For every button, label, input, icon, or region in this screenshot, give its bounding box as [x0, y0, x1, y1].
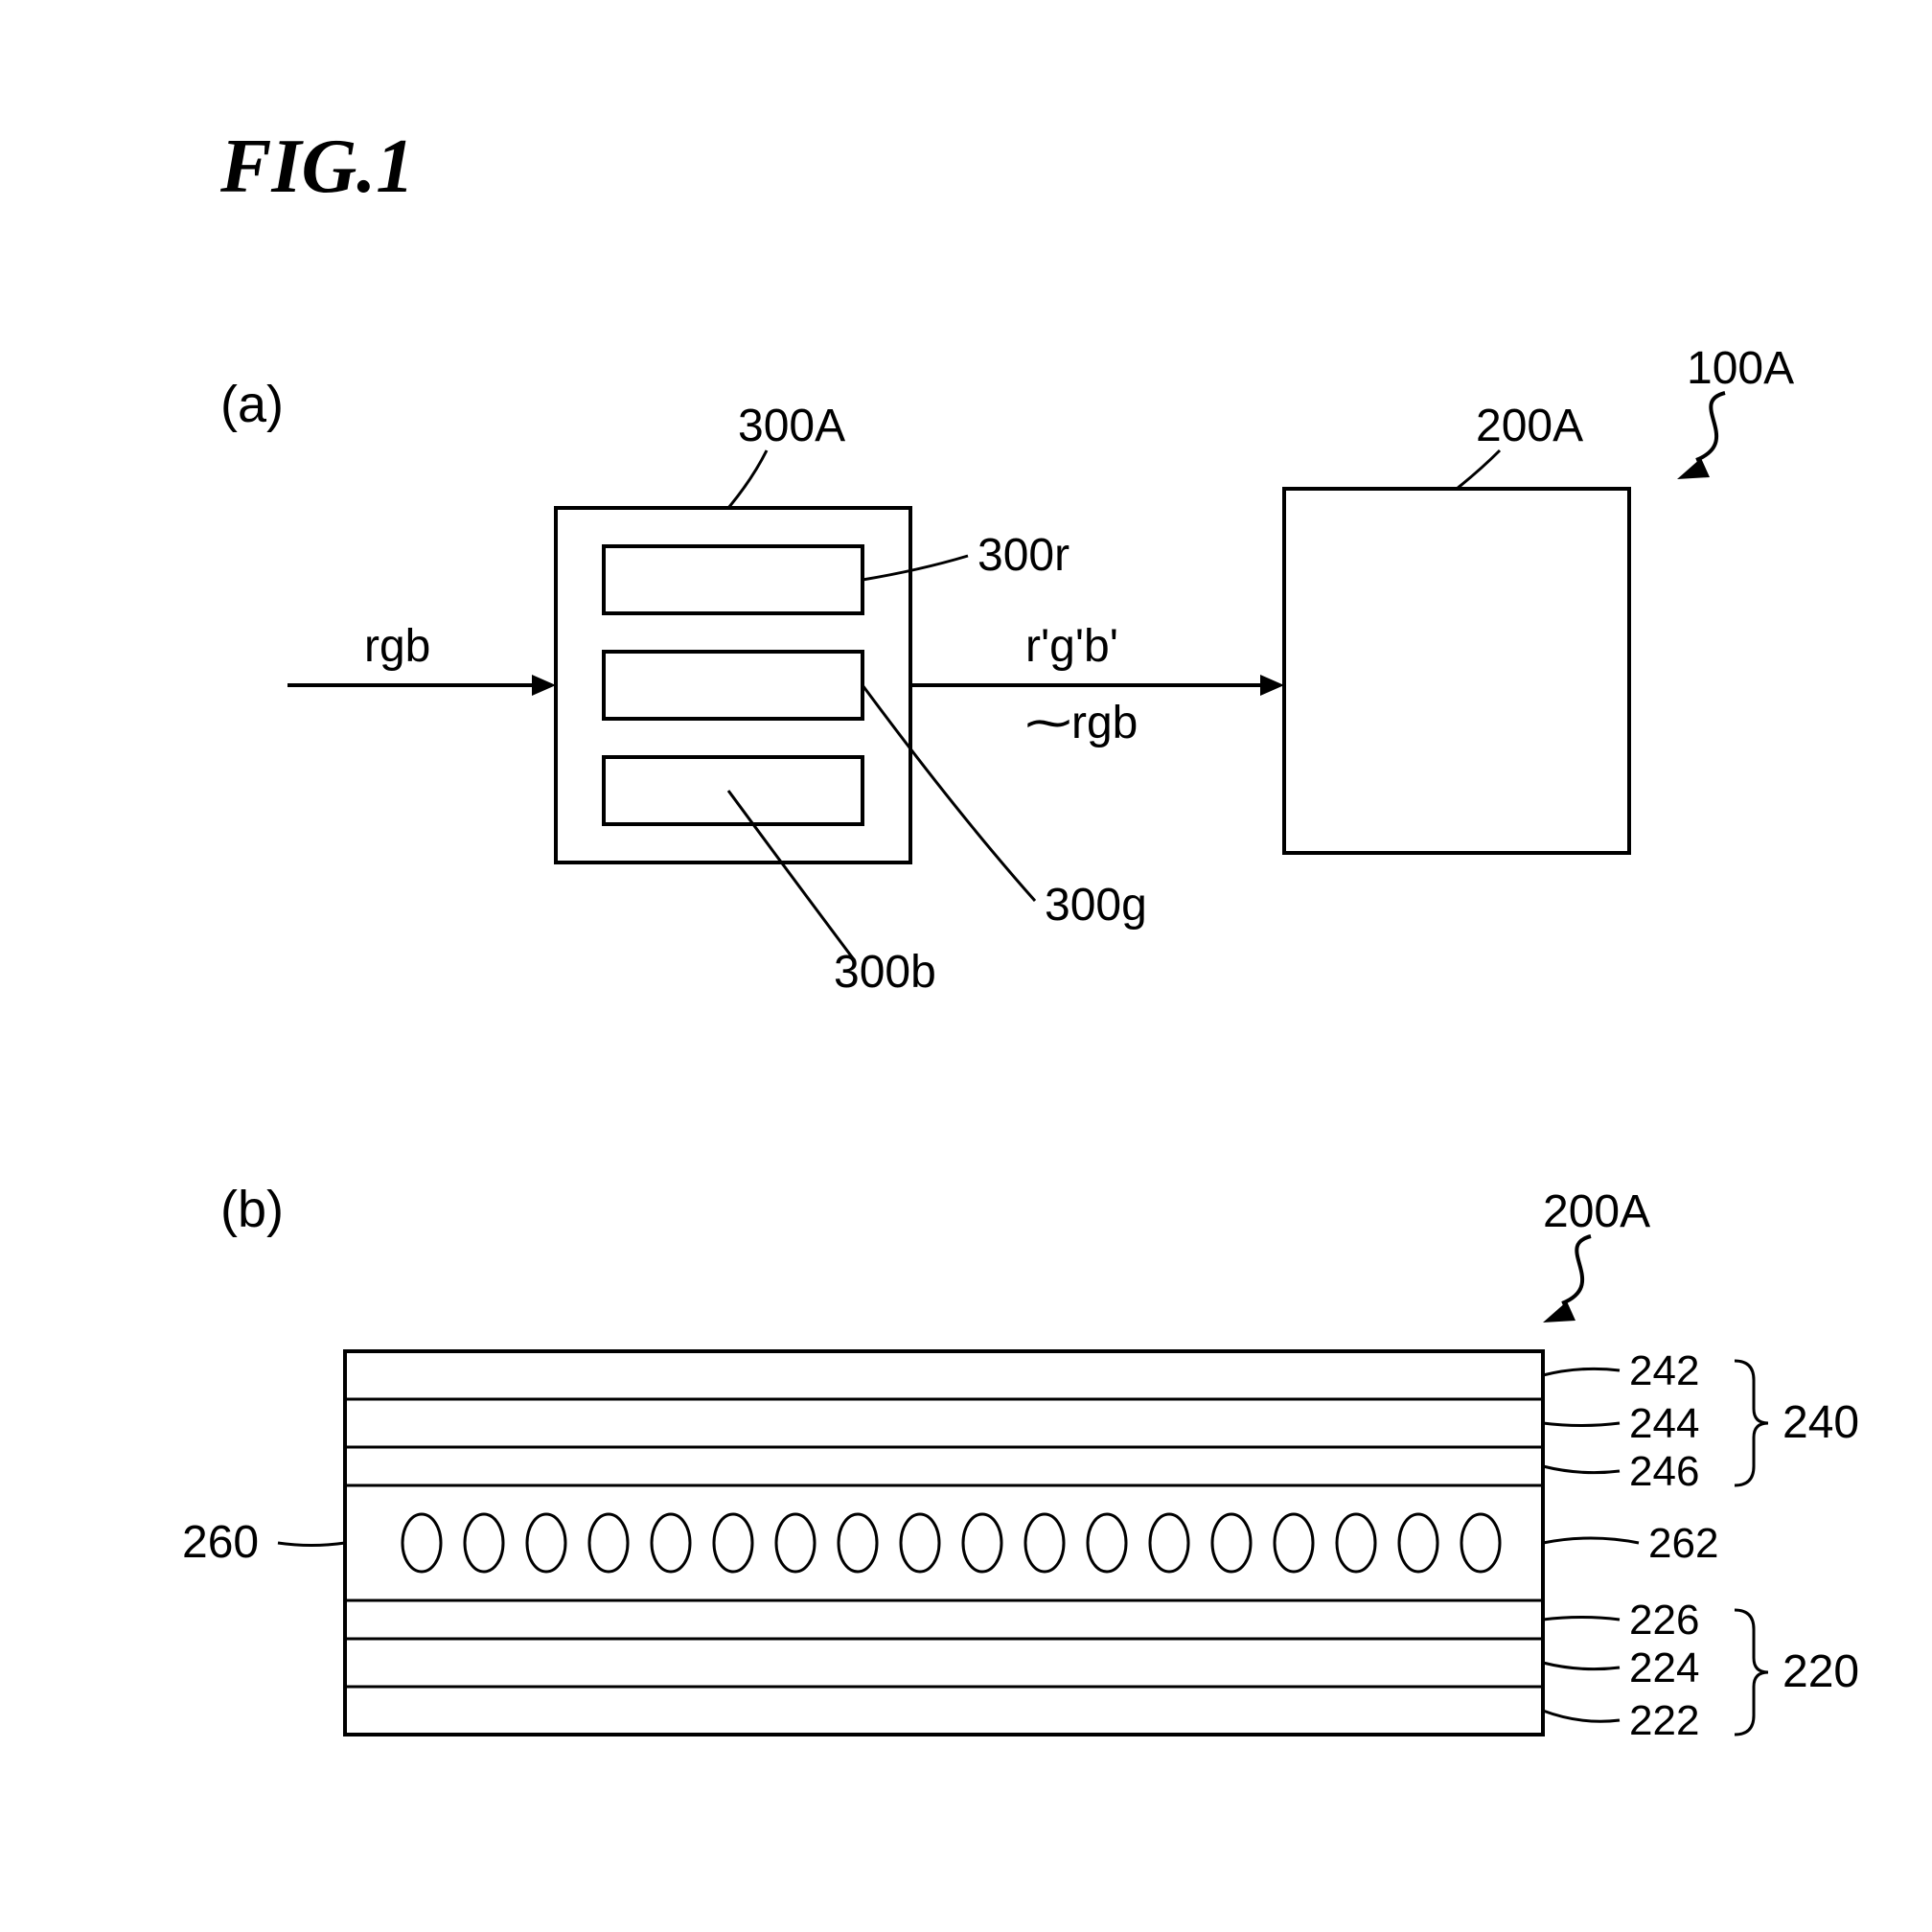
- leader-300b: [728, 791, 853, 958]
- lc-ellipse: [1088, 1514, 1126, 1572]
- lc-ellipse: [589, 1514, 628, 1572]
- lc-ellipse: [1337, 1514, 1375, 1572]
- leader-300g: [862, 685, 1035, 901]
- leader-300r: [862, 556, 968, 580]
- lc-ellipse: [901, 1514, 939, 1572]
- right-leaders: [1543, 1368, 1639, 1721]
- lc-ellipse: [1399, 1514, 1438, 1572]
- label-tilde-rgb: ⁓rgb: [1025, 698, 1138, 748]
- label-244: 244: [1629, 1400, 1699, 1447]
- box-300g-inner: [604, 652, 862, 719]
- lc-ellipse: [465, 1514, 503, 1572]
- lc-ellipse: [714, 1514, 752, 1572]
- squiggle-100a-tip: [1677, 458, 1710, 479]
- leader-300a: [728, 450, 767, 508]
- box-300r: [604, 546, 862, 613]
- box-300b-inner: [604, 757, 862, 824]
- box-300a: [556, 508, 910, 862]
- lc-ellipse: [652, 1514, 690, 1572]
- arrow-rgb-in: [288, 675, 556, 696]
- leader-260: [278, 1543, 345, 1546]
- label-300r: 300r: [978, 530, 1070, 581]
- arrow-rgb-out: [910, 675, 1284, 696]
- ellipses-row: [402, 1514, 1500, 1572]
- squiggle-200a-b-tip: [1543, 1301, 1576, 1322]
- figure-title: FIG.1: [219, 125, 414, 209]
- label-rgb: rgb: [364, 621, 430, 672]
- label-242: 242: [1629, 1347, 1699, 1394]
- label-260: 260: [182, 1517, 259, 1568]
- brace-240: [1735, 1361, 1768, 1485]
- label-300a: 300A: [738, 401, 845, 451]
- label-300g: 300g: [1045, 880, 1147, 931]
- stack-outline: [345, 1351, 1543, 1735]
- stack-lines: [345, 1399, 1543, 1687]
- lc-ellipse: [1025, 1514, 1064, 1572]
- label-r-g-b-prime: r'g'b': [1025, 621, 1118, 672]
- label-240: 240: [1782, 1397, 1859, 1448]
- lc-ellipse: [776, 1514, 815, 1572]
- label-100a: 100A: [1687, 343, 1794, 394]
- sub-b-label: (b): [220, 1181, 284, 1238]
- sub-a-label: (a): [220, 376, 284, 433]
- leader-200a-a: [1457, 450, 1500, 489]
- label-246: 246: [1629, 1448, 1699, 1495]
- label-200a-b: 200A: [1543, 1186, 1650, 1237]
- label-262: 262: [1648, 1520, 1718, 1567]
- label-224: 224: [1629, 1644, 1699, 1691]
- label-200a-a: 200A: [1476, 401, 1583, 451]
- lc-ellipse: [527, 1514, 565, 1572]
- brace-220: [1735, 1610, 1768, 1735]
- lc-ellipse: [402, 1514, 441, 1572]
- lc-ellipse: [1212, 1514, 1251, 1572]
- label-226: 226: [1629, 1597, 1699, 1644]
- box-200a: [1284, 489, 1629, 853]
- lc-ellipse: [1150, 1514, 1188, 1572]
- squiggle-100a: [1696, 393, 1725, 460]
- label-220: 220: [1782, 1646, 1859, 1697]
- lc-ellipse: [963, 1514, 1001, 1572]
- label-222: 222: [1629, 1697, 1699, 1744]
- lc-ellipse: [839, 1514, 877, 1572]
- lc-ellipse: [1461, 1514, 1500, 1572]
- lc-ellipse: [1275, 1514, 1313, 1572]
- squiggle-200a-b: [1562, 1236, 1591, 1303]
